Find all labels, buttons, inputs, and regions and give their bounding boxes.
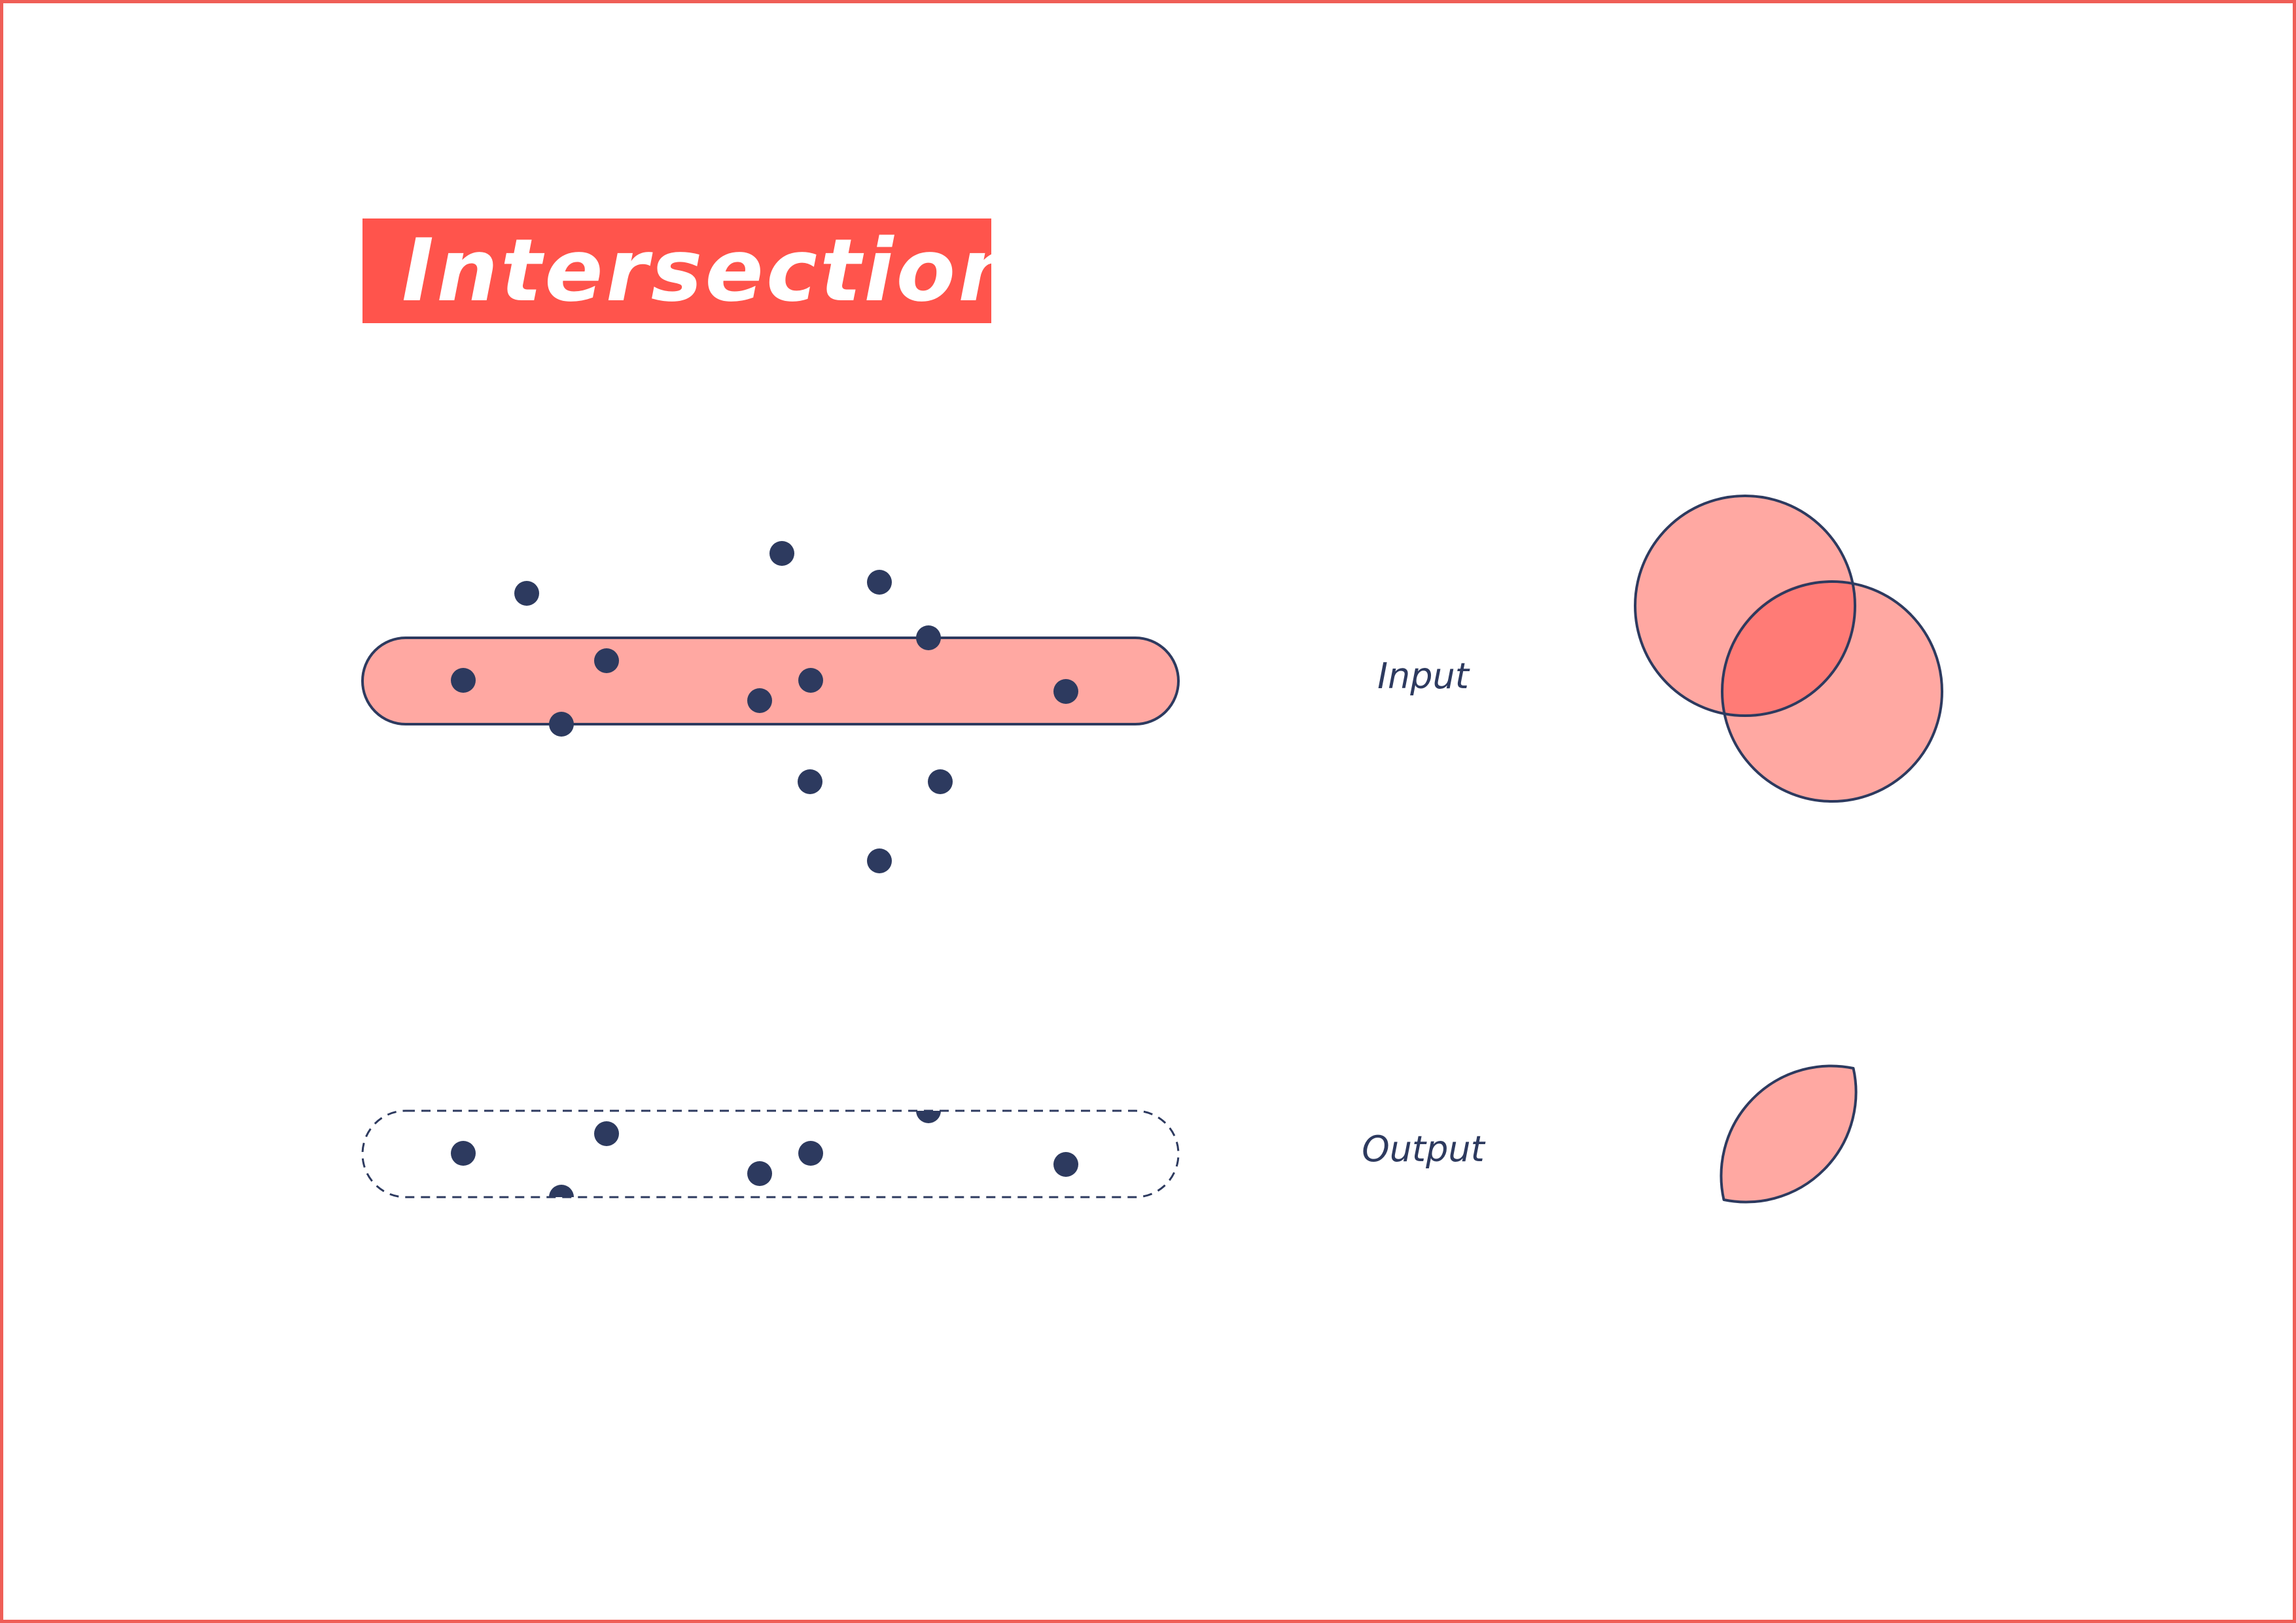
output-range-band <box>361 1109 1180 1198</box>
output-intersection-lens <box>1720 1064 1858 1204</box>
input-point <box>798 668 823 693</box>
input-point <box>1053 679 1078 704</box>
input-point <box>514 581 539 606</box>
input-point <box>451 668 476 693</box>
input-point <box>549 712 574 737</box>
input-circle-a-outline <box>1634 495 1856 717</box>
output-label: Output <box>1362 1128 1485 1170</box>
output-point <box>451 1141 476 1166</box>
input-label: Input <box>1377 655 1470 697</box>
input-point <box>769 541 794 566</box>
output-point-edge <box>549 1185 574 1197</box>
output-point-edge <box>916 1111 941 1123</box>
output-point <box>747 1161 772 1186</box>
output-point <box>798 1141 823 1166</box>
output-point <box>1053 1152 1078 1177</box>
input-point <box>747 688 772 713</box>
title-banner: Intersection <box>362 218 1019 323</box>
output-points <box>451 1111 1078 1197</box>
input-point <box>916 625 941 650</box>
input-circle-b-outline <box>1721 580 1943 803</box>
input-range-band <box>361 637 1180 725</box>
input-point <box>867 570 892 595</box>
output-point <box>594 1121 619 1146</box>
input-point <box>798 769 822 794</box>
diagram-title: Intersection <box>402 220 1023 321</box>
input-points <box>451 541 1078 873</box>
input-point <box>594 648 619 673</box>
input-point <box>928 769 953 794</box>
input-point <box>867 848 892 873</box>
